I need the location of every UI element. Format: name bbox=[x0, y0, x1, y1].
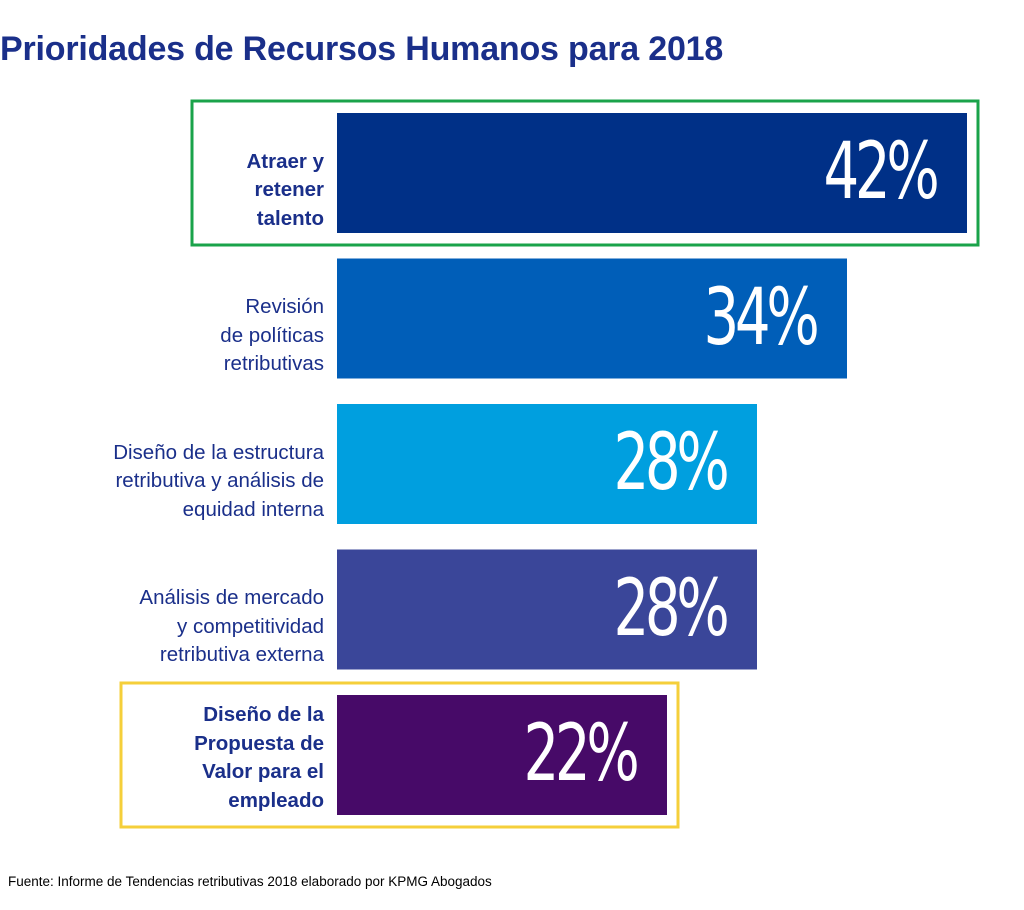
category-label-line: Revisión bbox=[245, 295, 324, 318]
source-note: Fuente: Informe de Tendencias retributiv… bbox=[8, 874, 492, 889]
category-label: Atraer y retener talento bbox=[0, 113, 330, 233]
category-label-line: Valor para el bbox=[202, 760, 324, 783]
category-label-line: y competitividad bbox=[177, 614, 324, 638]
category-label-line: Diseño de la bbox=[203, 703, 324, 726]
category-label-line: Atraer y bbox=[246, 149, 325, 173]
category-label-line: retributivas bbox=[223, 352, 324, 375]
category-label-line: retener bbox=[254, 178, 324, 201]
bar bbox=[337, 258, 847, 379]
bar-value-label: 22% bbox=[523, 709, 639, 799]
bar bbox=[337, 695, 667, 815]
category-label: Diseño de la estructura retributiva y aná… bbox=[0, 404, 330, 524]
category-label-line: Propuesta de bbox=[194, 731, 324, 755]
category-label: Análisis de mercado y competitividad retri… bbox=[0, 550, 330, 670]
category-label-line: talento bbox=[256, 206, 324, 230]
category-label-line: retributiva externa bbox=[159, 643, 324, 666]
category-label-line: Diseño de la estructura bbox=[113, 440, 324, 464]
bar bbox=[337, 404, 757, 524]
highlight-frame bbox=[190, 99, 980, 247]
category-label-line: empleado bbox=[228, 788, 324, 812]
bar bbox=[337, 549, 757, 670]
category-label-line: retributiva y análisis de bbox=[115, 469, 324, 492]
category-label: Diseño de la Propuesta de Valor para el emp… bbox=[0, 695, 330, 815]
highlight-frame bbox=[119, 681, 680, 829]
category-label: Revisión de políticas retributivas bbox=[0, 259, 330, 379]
category-label-line: Análisis de mercado bbox=[139, 586, 324, 609]
chart-title: Prioridades de Recursos Humanos para 201… bbox=[0, 30, 724, 68]
bar bbox=[337, 113, 967, 233]
bar-value-label: 42% bbox=[823, 127, 939, 217]
bar-value-label: 34% bbox=[703, 272, 819, 363]
bar-value-label: 28% bbox=[613, 418, 729, 508]
bar-value-label: 28% bbox=[613, 563, 729, 654]
category-label-line: equidad interna bbox=[182, 497, 324, 521]
category-label-line: de políticas bbox=[220, 323, 324, 347]
